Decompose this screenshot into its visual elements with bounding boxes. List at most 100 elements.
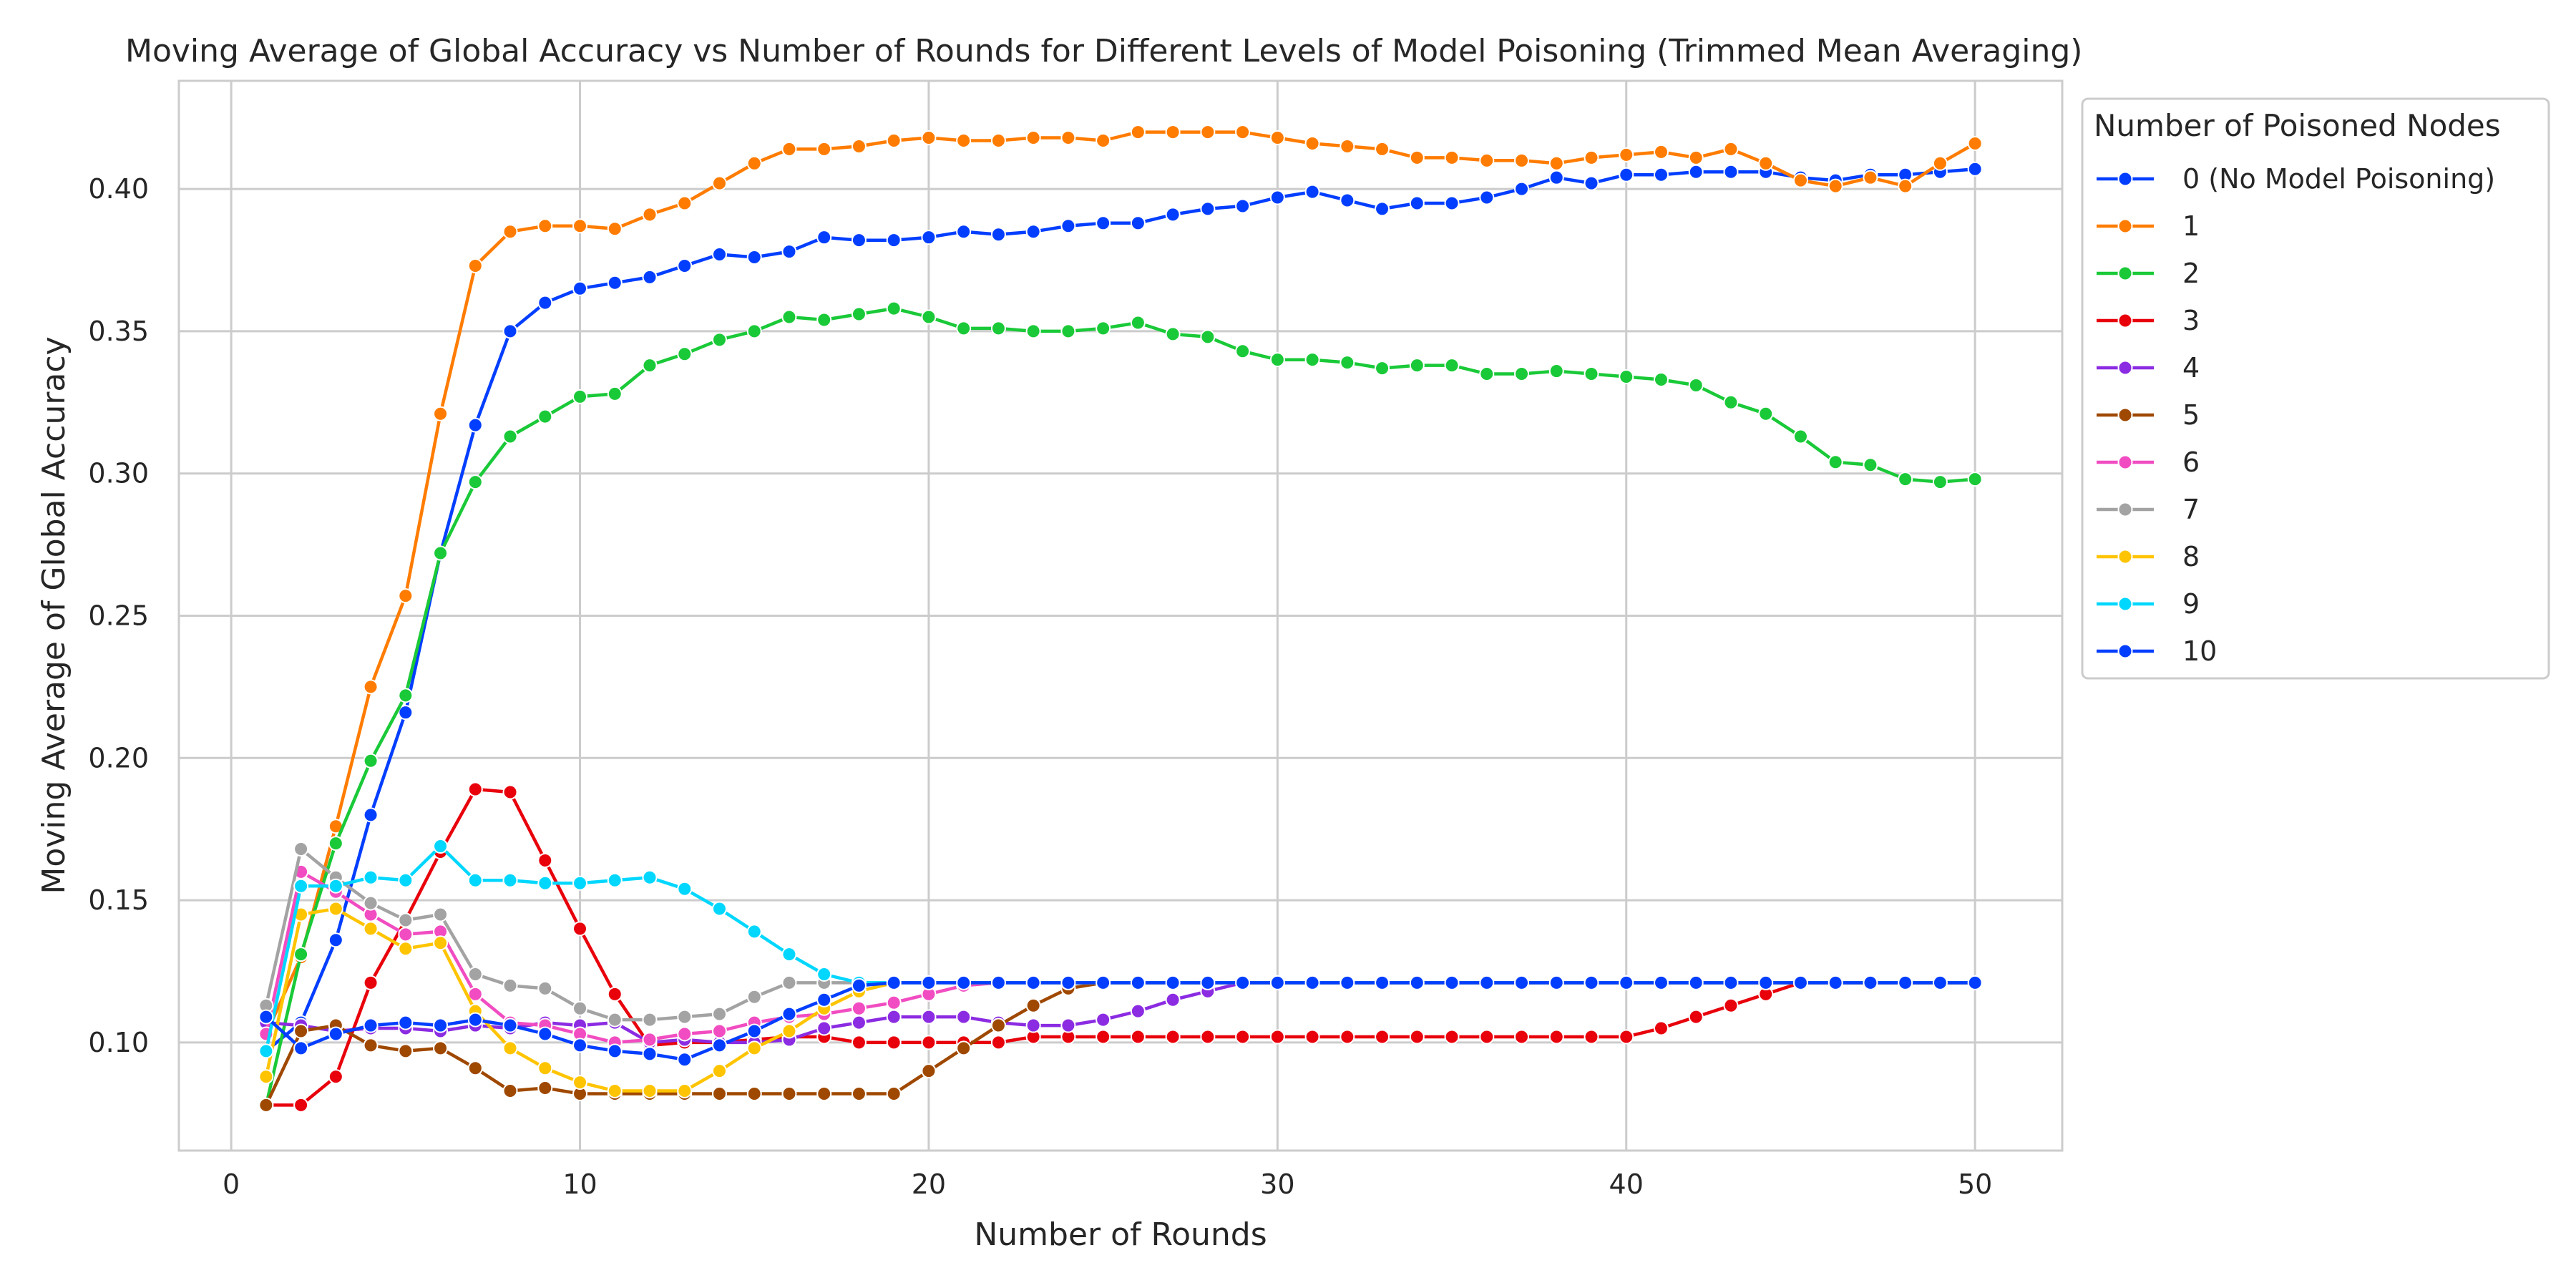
y-axis-ticks: 0.10 0.15 0.20 0.25 0.30 0.35 0.40 xyxy=(88,173,149,1058)
data-point xyxy=(1096,215,1111,231)
data-point xyxy=(1165,207,1181,223)
data-point xyxy=(711,1006,727,1022)
data-point xyxy=(258,1097,274,1113)
legend-label: 0 (No Model Poisoning) xyxy=(2182,163,2495,195)
data-point xyxy=(537,1060,553,1076)
data-point xyxy=(1479,366,1495,382)
y-tick-label: 0.20 xyxy=(88,742,149,774)
y-tick-label: 0.10 xyxy=(88,1027,149,1058)
legend-label: 3 xyxy=(2182,305,2200,336)
data-point xyxy=(607,221,623,237)
data-point xyxy=(886,1085,902,1101)
data-point xyxy=(677,1083,693,1099)
x-tick-label: 50 xyxy=(1958,1169,1992,1200)
data-point xyxy=(328,932,343,948)
data-point xyxy=(607,275,623,291)
data-point xyxy=(1269,975,1285,990)
legend-marker xyxy=(2117,313,2133,328)
data-point xyxy=(851,1000,867,1016)
data-point xyxy=(1096,321,1111,336)
data-point xyxy=(1304,975,1320,990)
data-point xyxy=(1967,135,1983,151)
y-tick-label: 0.30 xyxy=(88,458,149,489)
data-point xyxy=(1409,358,1425,374)
data-point xyxy=(1340,192,1355,208)
data-point xyxy=(851,306,867,322)
data-point xyxy=(816,141,832,157)
data-point xyxy=(607,872,623,888)
data-point xyxy=(433,545,449,561)
data-point xyxy=(293,1040,309,1056)
data-point xyxy=(642,1083,658,1099)
data-point xyxy=(1375,361,1390,376)
data-point xyxy=(1792,172,1808,188)
legend-label: 1 xyxy=(2182,210,2200,242)
data-point xyxy=(1096,1029,1111,1045)
data-point xyxy=(1548,170,1564,185)
data-point xyxy=(537,1080,553,1096)
data-point xyxy=(1269,1029,1285,1045)
data-point xyxy=(1932,975,1948,990)
data-point xyxy=(746,989,762,1005)
data-point xyxy=(1130,1029,1146,1045)
data-point xyxy=(1828,975,1843,990)
data-point xyxy=(467,1060,483,1076)
data-point xyxy=(1375,141,1390,157)
data-point xyxy=(363,921,379,937)
data-point xyxy=(921,1035,937,1050)
data-point xyxy=(1479,190,1495,205)
data-point xyxy=(537,218,553,234)
data-point xyxy=(467,966,483,982)
y-axis-label: Moving Average of Global Accuracy xyxy=(36,336,72,894)
chart-title: Moving Average of Global Accuracy vs Num… xyxy=(125,33,2082,69)
data-point xyxy=(1025,130,1041,146)
data-point xyxy=(1409,150,1425,165)
data-point xyxy=(467,872,483,888)
data-point xyxy=(363,1038,379,1053)
data-point xyxy=(851,977,867,993)
data-point xyxy=(572,875,588,891)
data-point xyxy=(781,309,797,325)
data-point xyxy=(677,881,693,897)
data-point xyxy=(1828,454,1843,470)
data-point xyxy=(1584,175,1599,191)
data-point xyxy=(1792,975,1808,990)
data-point xyxy=(1723,975,1739,990)
data-point xyxy=(502,429,518,444)
data-point xyxy=(1688,975,1704,990)
data-point xyxy=(642,207,658,223)
data-point xyxy=(1688,150,1704,165)
data-point xyxy=(1130,1003,1146,1019)
data-point xyxy=(1619,369,1634,385)
data-point xyxy=(502,224,518,240)
data-point xyxy=(1584,975,1599,990)
data-point xyxy=(1444,358,1460,374)
legend-item: 3 xyxy=(2097,305,2200,336)
legend-item: 8 xyxy=(2097,541,2200,572)
data-point xyxy=(467,986,483,1002)
data-point xyxy=(258,1009,274,1025)
data-point xyxy=(1269,130,1285,146)
grid-lines xyxy=(179,81,2062,1151)
legend-label: 8 xyxy=(2182,541,2200,572)
data-point xyxy=(1060,130,1076,146)
data-point xyxy=(1060,975,1076,990)
data-point xyxy=(1479,1029,1495,1045)
data-point xyxy=(1619,167,1634,182)
data-point xyxy=(711,901,727,917)
data-point xyxy=(1025,975,1041,990)
data-point xyxy=(816,312,832,328)
data-point xyxy=(328,836,343,852)
data-point xyxy=(1584,1029,1599,1045)
data-point xyxy=(293,1023,309,1039)
legend-marker xyxy=(2117,171,2133,187)
data-point xyxy=(1688,1009,1704,1025)
data-point xyxy=(1479,152,1495,168)
data-point xyxy=(363,807,379,823)
data-point xyxy=(746,1085,762,1101)
data-point xyxy=(956,1040,972,1056)
data-point xyxy=(1304,1029,1320,1045)
data-point xyxy=(1165,992,1181,1008)
data-point xyxy=(1758,406,1774,421)
data-point xyxy=(1792,429,1808,444)
